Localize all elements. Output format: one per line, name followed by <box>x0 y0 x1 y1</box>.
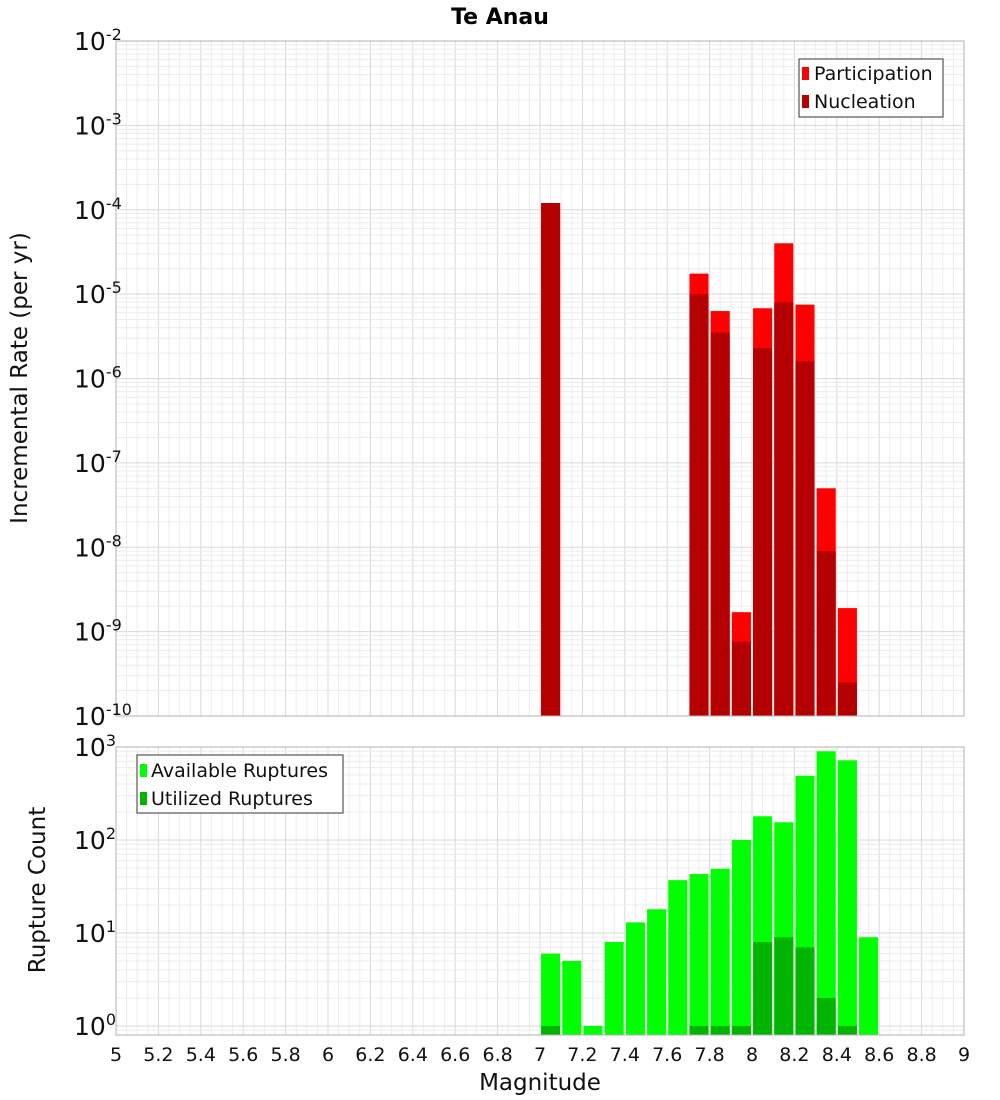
legend-swatch-nucleation <box>802 95 809 108</box>
count-bar-available-ruptures-7_75 <box>689 874 709 1035</box>
rate-bar-nucleation-8_05 <box>753 347 773 716</box>
count-panel-y-axis-label: Rupture Count <box>25 807 51 973</box>
x-tick-label: 8.4 <box>822 1044 852 1066</box>
count-y-tick-label: 102 <box>74 824 116 855</box>
count-bar-available-ruptures-7_05 <box>541 953 561 1035</box>
rate-panel: 10-10 10-9 10-8 10-7 10-6 10-5 10-4 10-3 10-2 Par… <box>74 25 965 731</box>
rate-bar-nucleation-7_85 <box>710 332 730 716</box>
legend-box <box>136 754 344 814</box>
count-bar-utilized-ruptures-8_15 <box>774 937 794 1035</box>
x-tick-label: 5.2 <box>143 1044 173 1066</box>
count-legend: Available Ruptures Utilized Ruptures <box>136 754 344 814</box>
x-tick-label: 6 <box>322 1044 334 1066</box>
x-tick-label: 6.4 <box>398 1044 428 1066</box>
x-tick-label: 7.4 <box>610 1044 640 1066</box>
count-bar-available-ruptures-7_45 <box>625 922 645 1035</box>
x-tick-label: 7.2 <box>567 1044 597 1066</box>
count-y-tick-label: 100 <box>74 1010 116 1041</box>
x-tick-label: 6.2 <box>355 1044 385 1066</box>
x-tick-label: 6.8 <box>482 1044 512 1066</box>
rate-y-tick-label: 10-6 <box>74 363 122 394</box>
x-axis-label: Magnitude <box>479 1070 601 1096</box>
count-bar-available-ruptures-7_15 <box>562 960 582 1035</box>
count-bar-available-ruptures-7_85 <box>710 868 730 1035</box>
rate-bar-nucleation-8_15 <box>774 302 794 716</box>
count-bar-available-ruptures-7_25 <box>583 1025 603 1035</box>
rate-y-tick-label: 10-8 <box>74 531 122 562</box>
count-bar-utilized-ruptures-8_35 <box>816 997 836 1035</box>
count-series-available-ruptures <box>541 751 879 1035</box>
x-tick-label: 5.4 <box>186 1044 216 1066</box>
x-tick-label: 7.8 <box>694 1044 724 1066</box>
x-tick-label: 5.6 <box>228 1044 258 1066</box>
x-tick-label: 7.6 <box>652 1044 682 1066</box>
count-bar-utilized-ruptures-7_85 <box>710 1025 730 1035</box>
legend-swatch-available-ruptures <box>140 764 147 777</box>
x-tick-label: 7 <box>534 1044 546 1066</box>
x-tick-label: 5.8 <box>270 1044 300 1066</box>
count-bar-utilized-ruptures-7_95 <box>731 1025 751 1035</box>
count-bar-available-ruptures-8_35 <box>816 751 836 1035</box>
rate-panel-y-axis-label: Incremental Rate (per yr) <box>7 232 33 524</box>
x-tick-label: 8.2 <box>779 1044 809 1066</box>
rate-legend: Participation Nucleation <box>798 58 944 118</box>
rate-y-tick-label: 10-9 <box>74 616 122 647</box>
count-series-utilized-ruptures <box>541 937 857 1035</box>
count-bar-available-ruptures-7_65 <box>668 880 688 1035</box>
rate-series-nucleation <box>541 203 857 716</box>
x-tick-label: 6.6 <box>440 1044 470 1066</box>
count-bar-available-ruptures-7_55 <box>647 909 667 1035</box>
rate-grid <box>115 41 965 717</box>
count-bar-available-ruptures-8_45 <box>837 760 857 1035</box>
rate-y-tick-label: 10-7 <box>74 447 122 478</box>
legend-box <box>798 58 944 118</box>
count-bar-utilized-ruptures-7_05 <box>541 1025 561 1035</box>
rate-y-tick-label: 10-3 <box>74 109 122 140</box>
rate-y-tick-label: 10-10 <box>74 700 132 731</box>
rate-bar-nucleation-7_95 <box>731 641 751 716</box>
count-bar-utilized-ruptures-8_25 <box>795 947 815 1035</box>
x-tick-label: 9 <box>958 1044 970 1066</box>
legend-swatch-utilized-ruptures <box>140 792 147 805</box>
rate-y-tick-label: 10-2 <box>74 25 122 56</box>
rate-plot-border <box>115 40 965 717</box>
legend-label-nucleation: Nucleation <box>814 91 916 113</box>
count-panel: 100 101 102 103 Available Ruptures Utilized R… <box>74 731 970 1066</box>
count-y-tick-label: 101 <box>74 917 116 948</box>
x-tick-label: 8.6 <box>864 1044 894 1066</box>
count-bar-utilized-ruptures-7_75 <box>689 1025 709 1035</box>
chart-title: Te Anau <box>451 5 549 30</box>
rate-bar-nucleation-7_75 <box>689 294 709 716</box>
x-tick-label: 8 <box>746 1044 758 1066</box>
rate-y-tick-label: 10-4 <box>74 194 122 225</box>
count-bar-available-ruptures-7_35 <box>604 942 624 1035</box>
legend-swatch-participation <box>802 67 809 80</box>
x-tick-label: 5 <box>110 1044 122 1066</box>
rate-bar-nucleation-8_25 <box>795 361 815 716</box>
legend-label-participation: Participation <box>814 63 933 85</box>
rate-bar-nucleation-8_35 <box>816 551 836 716</box>
x-tick-label: 8.8 <box>906 1044 936 1066</box>
legend-label-utilized-ruptures: Utilized Ruptures <box>151 788 313 810</box>
count-bar-available-ruptures-8_55 <box>859 937 879 1035</box>
count-plot-border <box>115 746 965 1036</box>
rate-y-tick-label: 10-5 <box>74 278 122 309</box>
count-bar-utilized-ruptures-8_05 <box>753 942 773 1035</box>
count-y-tick-label: 103 <box>74 731 116 762</box>
rate-bar-nucleation-8_45 <box>837 682 857 716</box>
count-bar-available-ruptures-7_95 <box>731 839 751 1035</box>
count-bar-utilized-ruptures-8_45 <box>837 1025 857 1035</box>
legend-label-available-ruptures: Available Ruptures <box>151 760 328 782</box>
rate-bar-nucleation-7_05 <box>541 203 561 716</box>
